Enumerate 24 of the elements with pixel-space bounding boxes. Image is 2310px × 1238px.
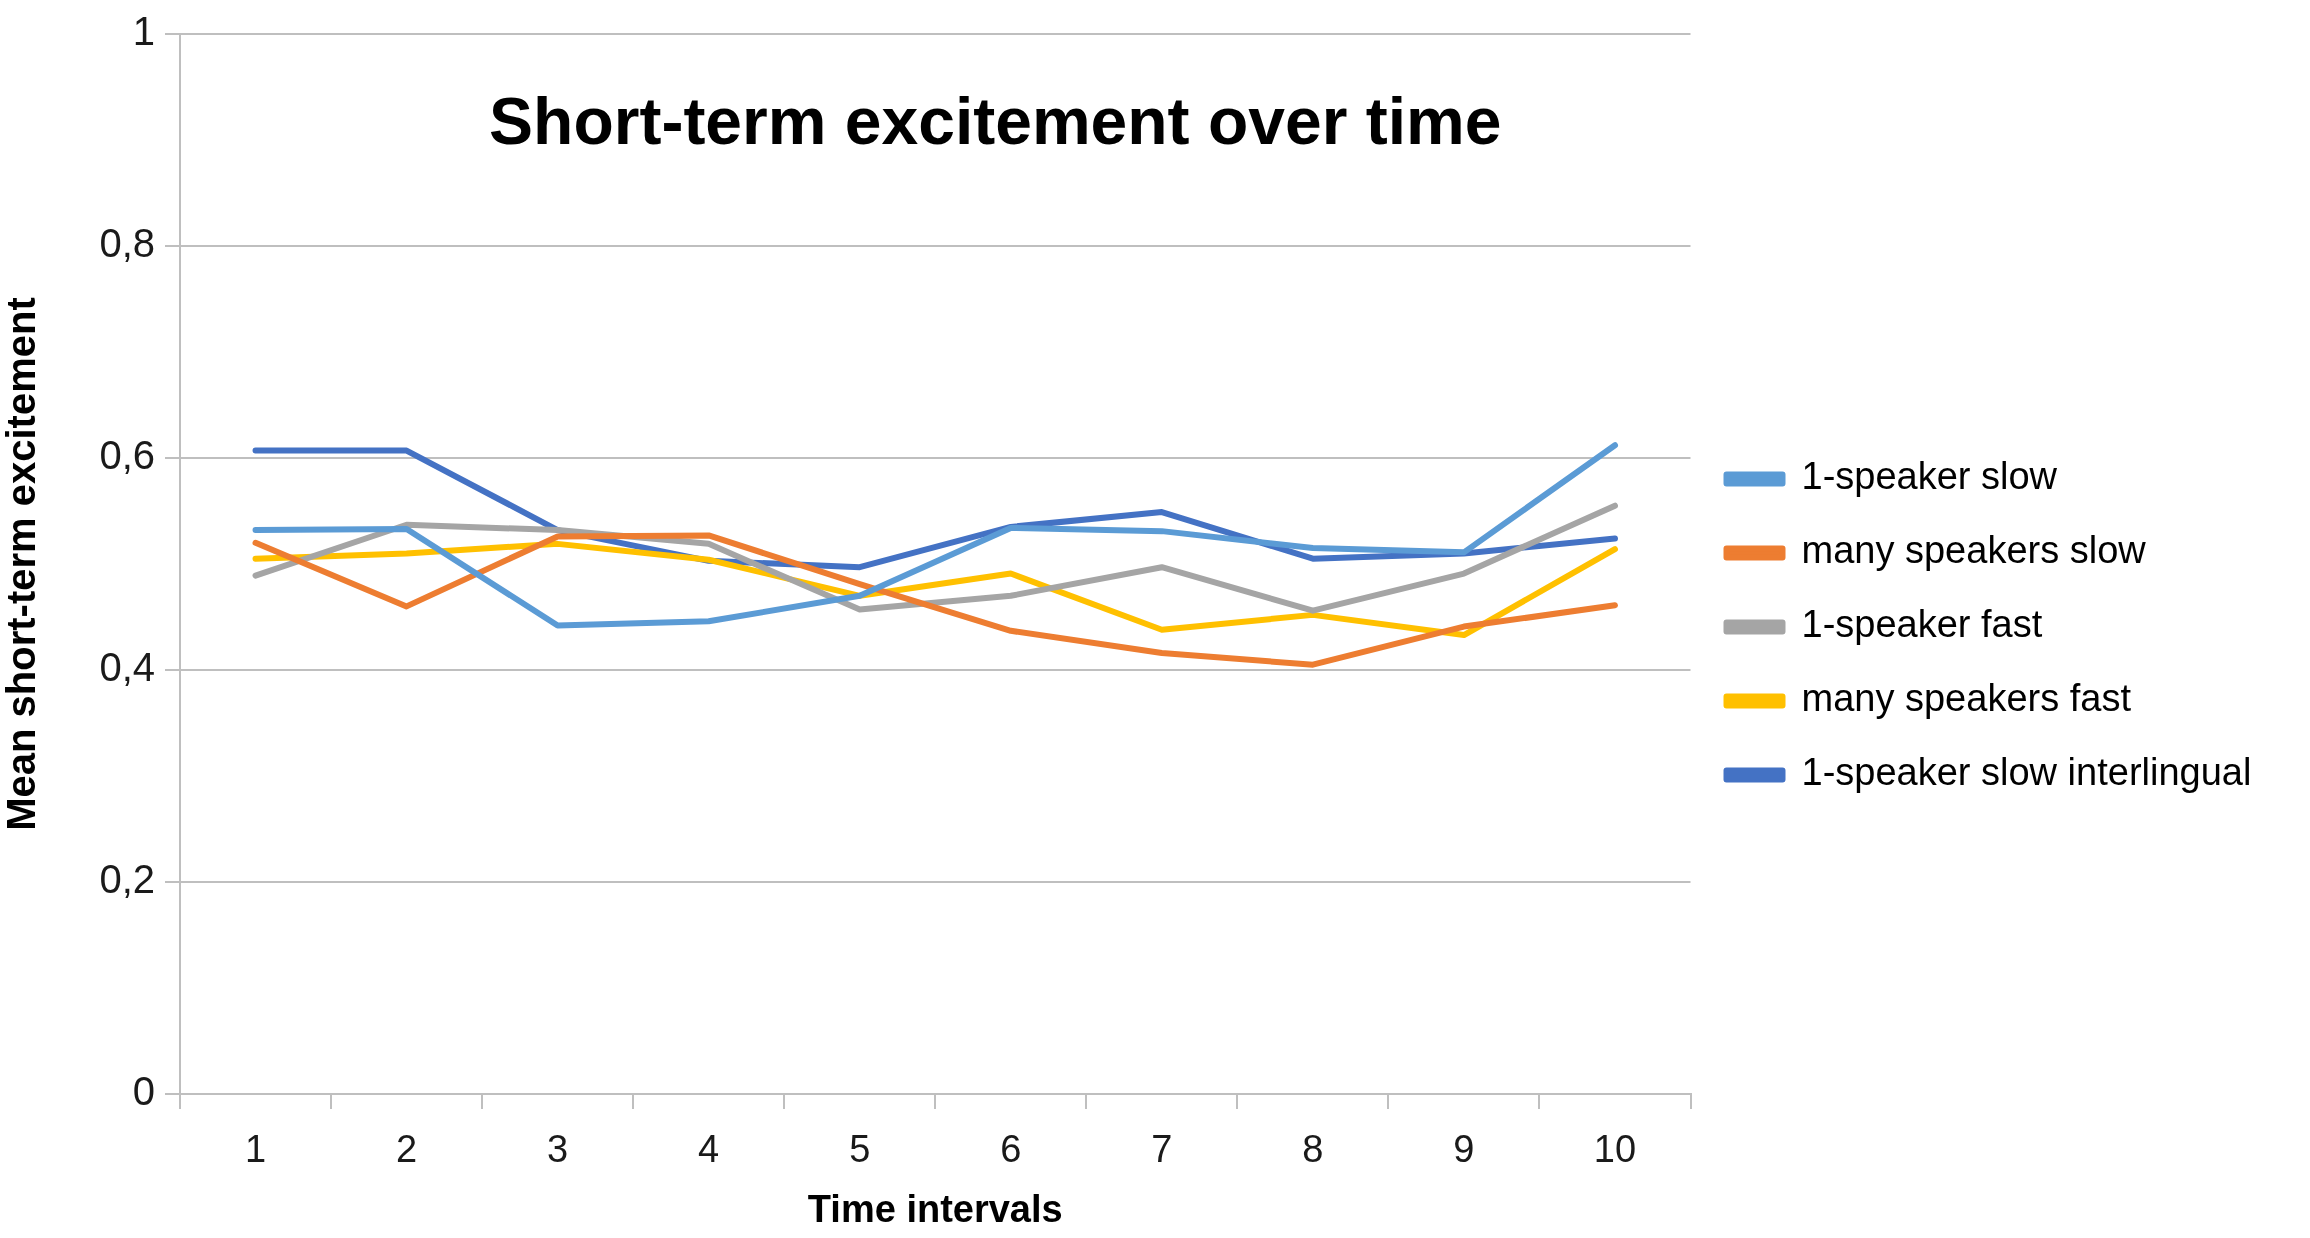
x-tick-label: 2	[396, 1128, 418, 1171]
x-tick-label: 10	[1593, 1128, 1637, 1171]
legend-label: 1-speaker slow interlingual	[1801, 751, 2252, 794]
x-tick-label: 7	[1151, 1128, 1173, 1171]
x-tick-label: 3	[547, 1128, 569, 1171]
y-tick-label: 0,2	[99, 857, 155, 902]
x-tick-label: 9	[1453, 1128, 1475, 1171]
x-tick-label: 1	[244, 1128, 267, 1171]
legend-label: 1-speaker slow	[1801, 455, 2058, 498]
x-tick-label: 5	[849, 1128, 871, 1171]
y-tick-label: 0,4	[99, 645, 155, 690]
legend-label: 1-speaker fast	[1801, 603, 2043, 646]
y-tick-label: 1	[132, 9, 155, 54]
y-tick-label: 0,8	[99, 221, 155, 266]
x-tick-label: 4	[698, 1128, 720, 1171]
y-axis-title: Mean short-term excitement	[0, 297, 44, 831]
x-axis-title: Time intervals	[807, 1187, 1063, 1230]
y-tick-label: 0	[132, 1069, 155, 1114]
y-tick-label: 0,6	[99, 433, 155, 478]
legend-label: many speakers fast	[1801, 677, 2132, 720]
x-tick-label: 8	[1302, 1128, 1324, 1171]
x-tick-label: 6	[1000, 1128, 1022, 1171]
legend-label: many speakers slow	[1801, 529, 2147, 572]
text: Short-term excitement over time	[489, 84, 1502, 159]
